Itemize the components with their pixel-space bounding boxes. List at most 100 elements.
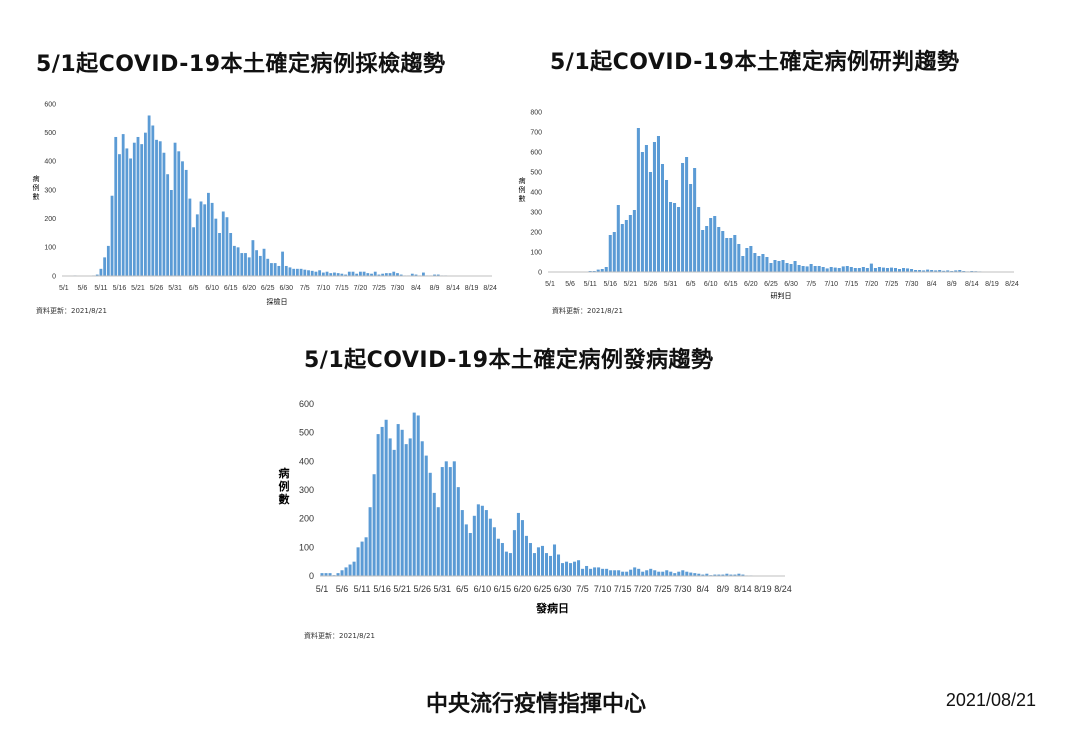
bar <box>877 267 881 272</box>
bar <box>946 270 950 272</box>
bar <box>825 268 829 272</box>
bar <box>488 518 492 576</box>
bar <box>177 151 181 276</box>
x-tick-label: 8/9 <box>430 285 440 292</box>
x-tick-label: 5/6 <box>78 285 88 292</box>
bar <box>396 273 399 276</box>
bar <box>785 263 789 272</box>
bar <box>801 266 805 272</box>
x-tick-label: 5/1 <box>545 281 555 288</box>
bar <box>372 474 376 576</box>
bar <box>881 267 885 272</box>
bar <box>910 269 914 272</box>
bar <box>660 164 665 272</box>
bar <box>129 158 132 276</box>
bar <box>897 269 902 272</box>
x-tick-label: 5/16 <box>113 285 127 292</box>
bar <box>693 168 697 272</box>
bar <box>652 142 656 272</box>
bar <box>468 533 472 576</box>
bar <box>721 574 725 576</box>
bar <box>333 272 336 276</box>
bar <box>721 231 725 272</box>
bar <box>307 270 310 276</box>
bar <box>797 265 801 272</box>
bar <box>355 273 359 276</box>
bar <box>853 268 857 272</box>
bar <box>340 273 344 276</box>
bar <box>452 461 456 576</box>
bar <box>777 261 781 272</box>
y-axis-label-char: 病 <box>279 466 290 480</box>
bar <box>328 573 332 576</box>
bar <box>277 265 281 276</box>
bar <box>809 264 813 272</box>
bar <box>500 543 504 576</box>
bar <box>520 520 524 576</box>
x-tick-label: 7/5 <box>300 285 310 292</box>
x-tick-label: 6/30 <box>784 281 798 288</box>
y-tick-label: 300 <box>44 187 56 194</box>
bar <box>922 270 926 272</box>
bar <box>601 568 605 576</box>
y-tick-label: 200 <box>299 514 314 524</box>
bar <box>609 570 613 576</box>
bar <box>132 142 136 276</box>
bar <box>292 268 296 276</box>
bar <box>552 544 557 576</box>
x-tick-label: 5/31 <box>664 281 678 288</box>
bar <box>281 251 284 276</box>
bar <box>677 571 681 576</box>
bar <box>833 267 837 272</box>
bar <box>210 202 214 276</box>
bar <box>709 218 713 272</box>
bar <box>600 269 604 272</box>
bar <box>837 268 841 272</box>
bar <box>585 565 589 576</box>
bar <box>384 419 388 576</box>
bar <box>629 569 633 576</box>
bar <box>344 274 347 276</box>
x-tick-label: 5/26 <box>644 281 658 288</box>
bar <box>188 198 192 276</box>
bar <box>436 507 440 576</box>
bar <box>324 573 328 576</box>
x-tick-label: 6/20 <box>242 285 256 292</box>
bar <box>637 568 641 576</box>
bar <box>773 260 777 272</box>
bar <box>366 273 370 276</box>
bar <box>577 560 581 576</box>
bar <box>352 561 356 576</box>
x-tick-label: 7/10 <box>824 281 838 288</box>
bar <box>669 202 673 272</box>
bar <box>581 568 585 576</box>
x-tick-label: 7/25 <box>372 285 386 292</box>
bar <box>336 573 340 576</box>
x-tick-label: 5/21 <box>393 584 411 594</box>
bar <box>548 555 553 576</box>
bar <box>368 507 372 576</box>
x-tick-label: 7/25 <box>654 584 672 594</box>
bar <box>381 273 385 276</box>
bar <box>893 268 898 272</box>
bar <box>336 273 340 276</box>
bar <box>388 273 392 276</box>
y-tick-label: 800 <box>530 109 542 116</box>
chart-onset-svg: 0 100 200 300 400 500 600 5/1 5/6 5/11 5/16 5/21 5/2… <box>279 399 792 615</box>
bar <box>717 227 721 272</box>
bar <box>173 142 177 276</box>
bar <box>400 429 404 576</box>
bar <box>255 250 259 276</box>
bar <box>225 217 229 276</box>
bar <box>404 444 408 576</box>
bar <box>653 570 657 576</box>
bar <box>761 254 765 272</box>
bar <box>705 573 709 576</box>
bar <box>370 273 373 276</box>
bar <box>373 271 377 276</box>
bar <box>556 554 561 576</box>
y-tick-label: 300 <box>299 485 314 495</box>
x-tick-label: 6/15 <box>724 281 738 288</box>
x-tick-label: 6/10 <box>205 285 219 292</box>
x-tick-label: 6/30 <box>554 584 572 594</box>
